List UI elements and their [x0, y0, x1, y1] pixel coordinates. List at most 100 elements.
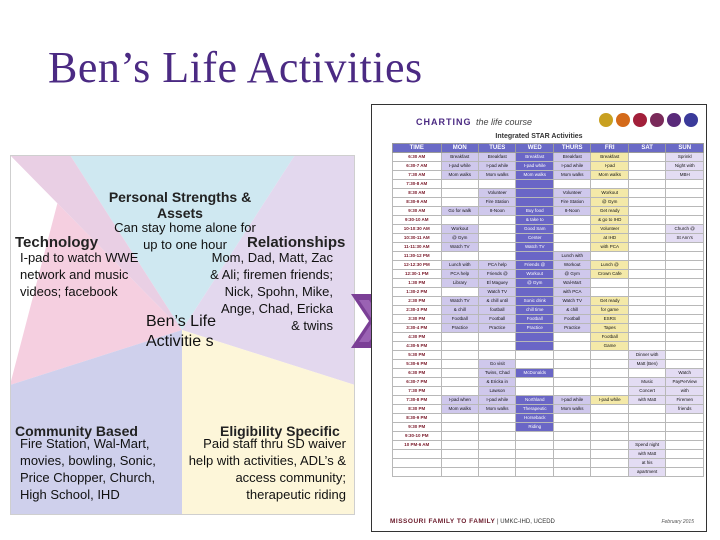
activity-cell — [627, 305, 667, 315]
schedule-header: CHARTING the life course Integrated STAR… — [372, 105, 706, 141]
activity-cell: Go visit — [477, 359, 517, 369]
activity-cell: @ Gym — [590, 197, 629, 207]
relationships-text: Mom, Dad, Matt, Zac & Ali; firemen frien… — [210, 250, 333, 333]
time-cell: 11:30-12 PM — [392, 251, 442, 261]
activity-cell — [515, 359, 554, 369]
activity-cell — [440, 422, 480, 432]
activity-cell: Football — [477, 314, 517, 324]
table-row: 6:30 PM Twins, Chad McDonalds Watch — [392, 368, 704, 378]
activity-cell — [665, 323, 704, 333]
activity-cell: & chill — [440, 305, 480, 315]
activity-cell — [627, 188, 667, 198]
activity-cell: Go for walk — [440, 206, 480, 216]
activity-cell: Workout — [590, 188, 629, 198]
activity-cell: Game — [590, 341, 629, 351]
chart-date: February 2015 — [661, 519, 694, 525]
activity-cell — [552, 179, 592, 189]
activity-cell: Breakfast — [440, 152, 480, 162]
charting-brand: CHARTING — [416, 117, 472, 127]
time-cell: 10:30-11 AM — [392, 233, 442, 243]
activity-cell: Watch TV — [440, 296, 480, 306]
community-heading: Community Based — [15, 423, 138, 439]
activity-cell — [440, 386, 480, 396]
activity-cell: Mom walks — [477, 170, 517, 180]
activity-cell: ESRS — [590, 314, 629, 324]
activity-cell: & chill until — [477, 296, 517, 306]
activity-cell: & Ericka in — [477, 377, 517, 387]
activity-cell: & take to — [515, 215, 554, 225]
activity-cell — [627, 170, 667, 180]
activity-cell: Concert — [627, 386, 667, 396]
activity-cell: Practice — [440, 323, 480, 333]
time-cell: 12:30-1 PM — [392, 269, 442, 279]
activity-cell: Lawson — [477, 386, 517, 396]
activity-cell — [590, 359, 629, 369]
activity-cell: Practice — [552, 323, 592, 333]
activity-cell: Lunch with — [552, 251, 592, 261]
time-cell: 7:30-8 PM — [392, 395, 442, 405]
activity-cell — [440, 350, 480, 360]
star-diagram: Personal Strengths & Assets Can stay hom… — [10, 155, 355, 515]
table-row: 1:30-2 PM Watch TV with PCA — [392, 287, 704, 297]
table-row: 8:30 PM Mom walks Mom walks Therapeutic Mom … — [392, 404, 704, 414]
activity-cell — [440, 359, 480, 369]
table-row: with Matt — [392, 449, 704, 459]
activity-cell: Football — [440, 314, 480, 324]
schedule-table: TIME MON TUES WED THURS FRI SAT SUN 6:30 AM Brea… — [392, 143, 704, 477]
time-cell: 7:30 PM — [392, 386, 442, 396]
activity-cell: Therapeutic — [515, 404, 554, 414]
activity-cell — [440, 413, 480, 423]
activity-cell — [665, 296, 704, 306]
activity-cell — [552, 413, 592, 423]
column-header: TUES — [477, 143, 517, 153]
activity-cell — [665, 440, 704, 450]
activity-cell: Watch TV — [515, 242, 554, 252]
time-cell: 6:30-7 AM — [392, 161, 442, 171]
activity-cell: Breakfast — [515, 152, 554, 162]
activity-cell — [515, 287, 554, 297]
activity-cell: at IHD — [590, 233, 629, 243]
activity-cell — [627, 251, 667, 261]
activity-cell — [627, 260, 667, 270]
activity-cell — [552, 377, 592, 387]
activity-cell — [627, 206, 667, 216]
activity-cell — [627, 179, 667, 189]
activity-cell — [552, 341, 592, 351]
activity-cell — [552, 386, 592, 396]
activity-cell: Mom walks — [515, 170, 554, 180]
activity-cell: Sonic drink — [515, 296, 554, 306]
activity-cell — [477, 233, 517, 243]
table-row: 9:30-10 AM & take to & go to IHD — [392, 215, 704, 225]
technology-heading: Technology — [15, 234, 99, 251]
activity-cell — [627, 197, 667, 207]
activity-cell: Night with — [665, 161, 704, 171]
activity-cell: Volunteer — [552, 188, 592, 198]
time-cell — [392, 467, 442, 477]
table-row: 10-10:30 AM Workout Good Sam Volunteer Churc… — [392, 224, 704, 234]
activity-cell: at his — [627, 458, 667, 468]
activity-cell: with Matt — [627, 449, 667, 459]
table-row: 4:30 PM Football — [392, 332, 704, 342]
activity-cell — [627, 431, 667, 441]
activity-cell — [440, 431, 480, 441]
footer-brand: MISSOURI FAMILY TO FAMILY — [390, 518, 496, 525]
activity-cell — [590, 350, 629, 360]
technology-text: I-pad to watch WWE network and music vid… — [20, 250, 139, 299]
activity-cell — [477, 431, 517, 441]
table-row: 4:30-5 PM Game — [392, 341, 704, 351]
table-row: 2:30-3 PM & chill football chill time & chil… — [392, 305, 704, 315]
time-cell: 1:30-2 PM — [392, 287, 442, 297]
activity-cell — [552, 440, 592, 450]
time-cell: 9:30 PM — [392, 422, 442, 432]
activity-cell: @ Gym — [440, 233, 480, 243]
activity-cell: Lunch with — [440, 260, 480, 270]
activity-cell — [627, 215, 667, 225]
activity-cell — [627, 161, 667, 171]
table-row: 5:30-6 PM Go visit Matt (Ben) — [392, 359, 704, 369]
activity-cell — [590, 386, 629, 396]
activity-cell — [552, 359, 592, 369]
activity-cell: Watch — [665, 368, 704, 378]
activity-cell — [477, 467, 517, 477]
activity-cell: & chill — [552, 305, 592, 315]
activity-cell — [590, 404, 629, 414]
